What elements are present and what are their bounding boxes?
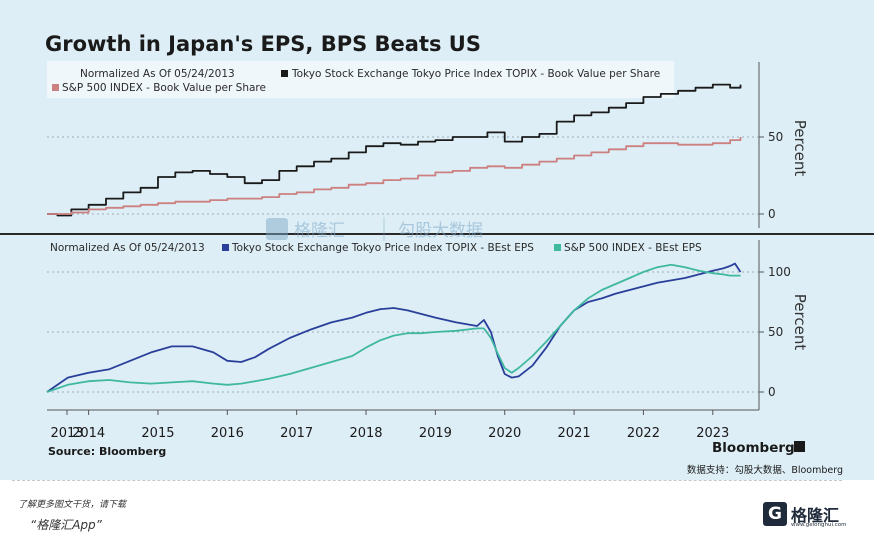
x-tick-label: 2022 xyxy=(627,426,660,441)
top-legend-topix: Tokyo Stock Exchange Tokyo Price Index T… xyxy=(291,68,660,80)
x-tick-label: 2015 xyxy=(141,426,174,441)
x-tick-label: 2014 xyxy=(72,426,105,441)
x-tick-label: 2023 xyxy=(696,426,729,441)
top-legend-sp500-swatch xyxy=(52,84,59,91)
x-tick-label: 2016 xyxy=(211,426,244,441)
bottom-legend-sp500: S&P 500 INDEX - BEst EPS xyxy=(564,242,702,254)
top-y-axis-title: Percent xyxy=(791,120,809,177)
chart-figure: Growth in Japan's EPS, BPS Beats US Norm… xyxy=(0,0,874,480)
chart-svg: Growth in Japan's EPS, BPS Beats US Norm… xyxy=(0,32,874,476)
bottom-series-0-line xyxy=(46,262,742,393)
bottom-legend-sp500-swatch xyxy=(554,244,561,251)
bottom-legend-topix: Tokyo Stock Exchange Tokyo Price Index T… xyxy=(231,242,534,254)
logo-g-icon: G xyxy=(763,502,787,526)
logo-url: www.gelonghui.com xyxy=(791,522,847,528)
footer-logo: G 格隆汇 www.gelonghui.com xyxy=(763,500,853,532)
x-tick-label: 2013 xyxy=(50,426,83,441)
x-tick-label: 2020 xyxy=(488,426,521,441)
bloomberg-chat-icon xyxy=(794,441,805,452)
bottom-legend-topix-swatch xyxy=(222,244,229,251)
watermark: 格隆汇 勾股大数据 xyxy=(266,217,483,241)
data-credit: 数据支持：勾股大数据、Bloomberg xyxy=(687,464,843,476)
watermark-sub: 勾股大数据 xyxy=(398,221,483,241)
top-legend-note: Normalized As Of 05/24/2013 xyxy=(80,68,235,80)
watermark-logo-icon xyxy=(266,218,288,240)
watermark-name: 格隆汇 xyxy=(294,221,345,241)
x-tick-label: 2017 xyxy=(280,426,313,441)
bloomberg-brand: Bloomberg xyxy=(712,440,795,456)
top-series-1-line xyxy=(47,137,742,215)
x-tick-label: 2018 xyxy=(349,426,382,441)
x-tick-label: 2019 xyxy=(419,426,452,441)
x-tick-label: 2021 xyxy=(558,426,591,441)
chart-title: Growth in Japan's EPS, BPS Beats US xyxy=(45,32,481,56)
logo-name: 格隆汇 xyxy=(791,506,840,525)
top-legend-topix-swatch xyxy=(281,70,288,77)
bottom-y-tick-label: 100 xyxy=(768,265,791,279)
bottom-y-tick-label: 50 xyxy=(768,325,783,339)
top-series-0-line xyxy=(47,83,742,217)
top-legend-box xyxy=(47,61,674,98)
top-legend-sp500: S&P 500 INDEX - Book Value per Share xyxy=(62,82,266,94)
top-y-tick-label: 50 xyxy=(768,130,783,144)
bottom-series-1-line xyxy=(46,263,741,393)
top-y-tick-label: 0 xyxy=(768,207,776,221)
footer-app-name: “格隆汇App” xyxy=(30,518,102,532)
footer-note: 了解更多图文干货，请下载 xyxy=(18,500,127,510)
source-label: Source: Bloomberg xyxy=(48,445,166,458)
footer-divider xyxy=(12,480,842,481)
bottom-y-axis-title: Percent xyxy=(791,294,809,351)
bottom-legend-note: Normalized As Of 05/24/2013 xyxy=(50,242,205,254)
bottom-y-tick-label: 0 xyxy=(768,385,776,399)
